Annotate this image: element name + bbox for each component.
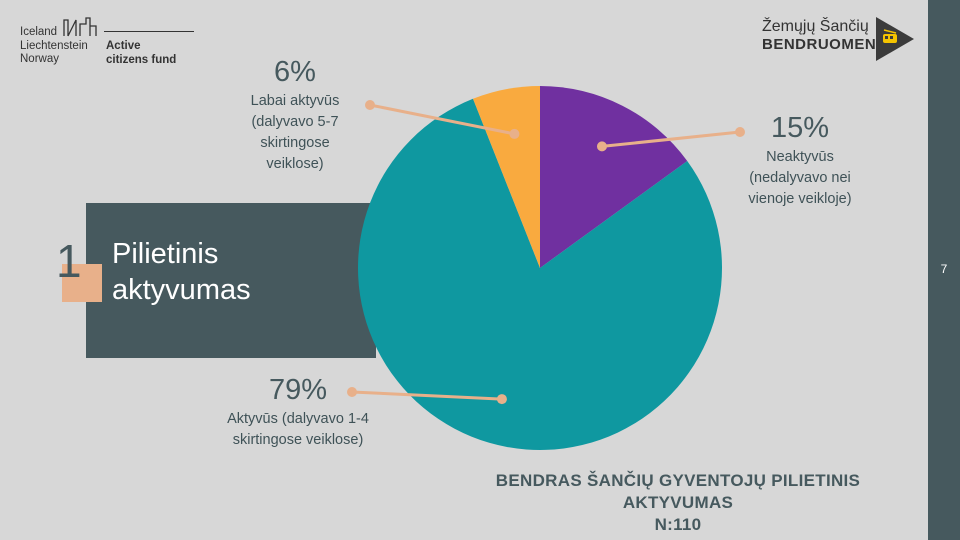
section-title-line2: aktyvumas [112,274,251,306]
active-citizens-fund-logo: Iceland Liechtenstein Norway Active citi… [20,16,194,76]
chart-title-line1: BENDRAS ŠANČIŲ GYVENTOJŲ PILIETINIS AKTY… [495,471,861,512]
chart-title-line2: N:110 [654,515,702,534]
slice-desc-inactive-2: (nedalyvavo nei [749,170,851,186]
skyline-icon [63,17,97,37]
community-logo-line1: Žemųjų Šančių [762,18,869,35]
logo-country-liechtenstein: Liechtenstein [20,39,88,52]
page-number: 7 [940,262,948,276]
leader-dot-inactive-inner [596,141,607,152]
slice-label-inactive: 15% Neaktyvūs (nedalyvavo nei vienoje ve… [720,112,880,210]
slice-desc-active-1: Aktyvūs (dalyvavo 1-4 [227,411,369,427]
logo-fund-line2: citizens fund [106,53,177,66]
slice-label-very-active: 6% Labai aktyvūs (dalyvavo 5-7 skirtingo… [220,56,370,175]
slice-pct-inactive: 15% [770,112,830,144]
slice-desc-very-active-2: (dalyvavo 5-7 [251,114,339,130]
logo-rule [104,31,194,32]
section-number-accent [62,264,102,302]
leader-dot-active-inner [496,394,507,405]
logo-country-iceland: Iceland [20,26,58,38]
slice-pct-very-active: 6% [274,56,316,88]
pie-slice-very-active [473,86,540,268]
leader-dot-very-active-inner [509,128,520,139]
leader-line-active [351,390,502,401]
slice-desc-very-active-1: Labai aktyvūs [250,93,340,109]
section-number: 1 [56,235,82,287]
logo-fund-line1: Active [106,40,141,52]
section-box [86,203,376,358]
logo-countries: Iceland Liechtenstein Norway [20,26,88,67]
slice-label-active: 79% Aktyvūs (dalyvavo 1-4 skirtingose ve… [200,374,396,451]
section-title: Pilietinis aktyvumas [112,236,251,308]
tram-triangle-icon [876,17,914,61]
pie-slice-inactive [540,86,688,268]
community-logo-line2: BENDRUOMENĖ [762,36,887,53]
slice-desc-very-active-3: skirtingose [260,135,330,151]
leader-dot-inactive-outer [735,127,745,137]
logo-country-norway: Norway [20,53,59,65]
leader-dot-very-active-outer [365,100,375,110]
community-logo: Žemųjų Šančių BENDRUOMENĖ [758,16,918,62]
logo-fund-name: Active citizens fund [106,40,176,67]
slice-pct-active: 79% [268,374,328,406]
slice-desc-inactive-3: vienoje veikloje) [748,191,852,207]
slice-desc-very-active-4: veiklose) [266,156,324,172]
leader-line-very-active [369,103,515,136]
leader-line-inactive [601,130,741,148]
slice-desc-inactive-1: Neaktyvūs [766,149,834,165]
right-sidebar [928,0,960,540]
chart-title: BENDRAS ŠANČIŲ GYVENTOJŲ PILIETINIS AKTY… [460,470,896,536]
section-title-line1: Pilietinis [112,238,219,270]
pie-slice-active [358,98,723,451]
leader-dot-active-outer [347,387,357,397]
slice-desc-active-2: skirtingose veiklose) [232,432,364,448]
